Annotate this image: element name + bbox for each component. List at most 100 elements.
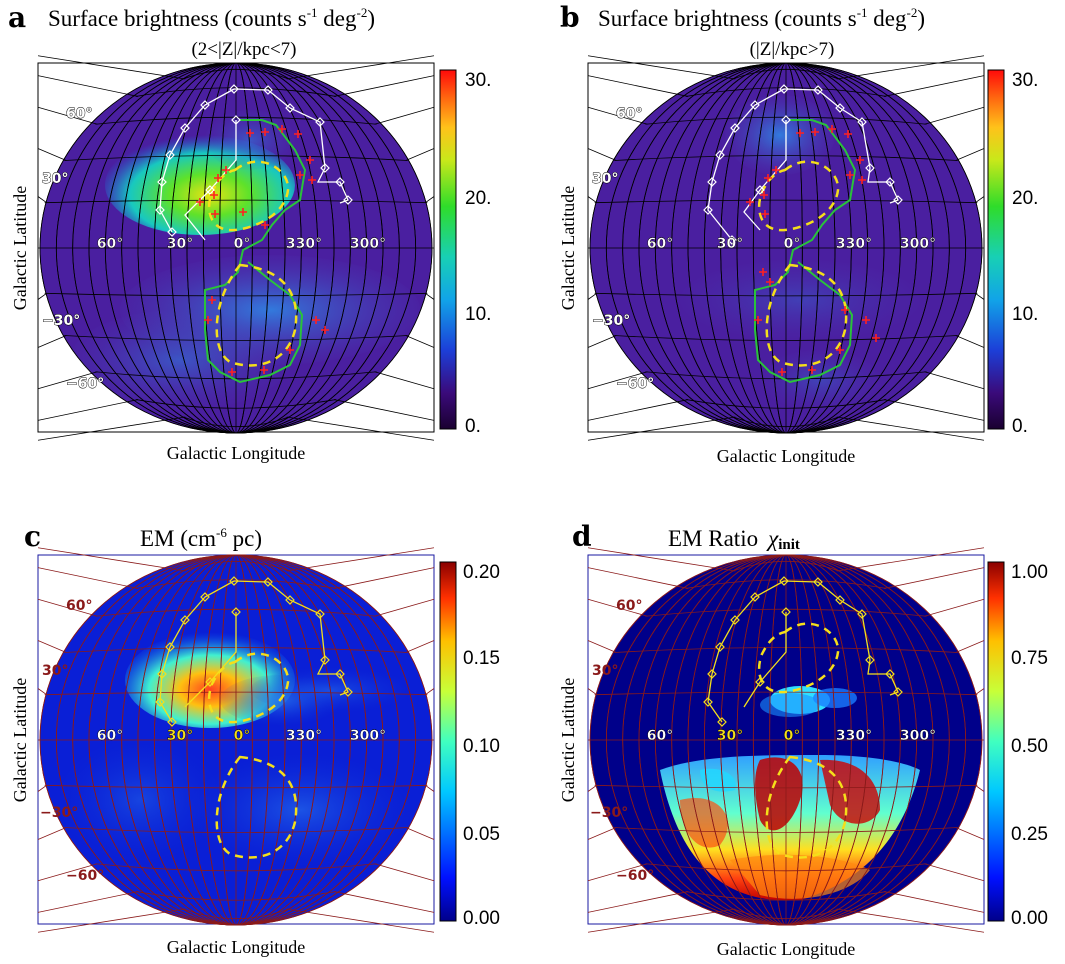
diamond-marker bbox=[813, 577, 823, 587]
colorbar-tick-label: 0.75 bbox=[1011, 648, 1048, 669]
diamond-marker bbox=[165, 642, 175, 652]
grid-wing bbox=[924, 863, 985, 882]
grid-wing bbox=[955, 640, 985, 653]
parallel bbox=[44, 691, 428, 696]
parallel bbox=[594, 292, 978, 297]
grid-wing bbox=[425, 196, 435, 204]
grid-wing bbox=[587, 106, 648, 125]
grid-wing bbox=[587, 416, 736, 441]
grid-wing bbox=[37, 196, 47, 204]
lon-tick-label: 0° bbox=[234, 728, 251, 744]
diamond-marker bbox=[157, 177, 167, 187]
panel-a-letter: a bbox=[8, 1, 26, 34]
diamond-marker bbox=[320, 163, 330, 173]
diamond-marker bbox=[205, 677, 215, 687]
lon-tick-label: 330° bbox=[836, 728, 872, 744]
grid-wing bbox=[425, 784, 435, 792]
lon-tick-label: 60° bbox=[97, 236, 123, 252]
panel-c-title: EM (cm-6 pc) bbox=[140, 525, 262, 551]
colorbar-tick-label: 0.00 bbox=[1011, 908, 1048, 929]
lat-tick-label: −60° bbox=[66, 868, 104, 884]
panel-c-grid bbox=[37, 547, 435, 933]
diamond-marker bbox=[750, 100, 760, 110]
plus-marker bbox=[261, 128, 269, 136]
grid-wing bbox=[37, 688, 47, 696]
diamond-marker bbox=[180, 123, 190, 133]
grid-wing bbox=[286, 416, 435, 441]
diamond-marker bbox=[865, 655, 875, 665]
grid-wing bbox=[37, 863, 98, 882]
diamond-marker bbox=[343, 687, 353, 697]
diamond-marker bbox=[730, 615, 740, 625]
grid-wing bbox=[587, 908, 736, 933]
plus-marker bbox=[828, 125, 836, 133]
grid-wing bbox=[425, 688, 435, 696]
lat-tick-label: −60° bbox=[616, 376, 654, 392]
grid-wing bbox=[587, 598, 648, 617]
panel-b-letter: b bbox=[560, 1, 580, 34]
lat-tick-label: 30° bbox=[592, 663, 618, 679]
plus-marker bbox=[312, 316, 320, 324]
grid-wing bbox=[37, 371, 98, 390]
grid-wing bbox=[587, 688, 597, 696]
lon-tick-label: 300° bbox=[900, 728, 936, 744]
panel-a: a Surface brightness (counts s-1 deg-2) … bbox=[8, 1, 491, 463]
diamond-marker bbox=[155, 205, 165, 215]
grid-wing bbox=[37, 891, 139, 913]
diamond-marker bbox=[893, 687, 903, 697]
lat-tick-label: −30° bbox=[592, 313, 630, 329]
panel-a-grid bbox=[37, 55, 435, 441]
grid-wing bbox=[37, 75, 139, 97]
panel-d-title: EM Ratio χinit bbox=[668, 526, 800, 553]
plus-marker bbox=[211, 210, 219, 218]
lon-tick-label: 0° bbox=[784, 236, 801, 252]
panel-b-colorbar-ticks: 30. 20. 10. 0. bbox=[1012, 70, 1038, 437]
plus-marker bbox=[196, 198, 204, 206]
panel-a-colorbar bbox=[439, 69, 457, 430]
diamond-marker bbox=[200, 592, 210, 602]
grid-wing bbox=[333, 75, 435, 97]
grid-wing bbox=[37, 784, 47, 792]
panel-a-colorbar-ticks: 30. 20. 10. 0. bbox=[465, 70, 491, 437]
panel-c-lon-labels: 60° 30° 0° 330° 300° bbox=[97, 728, 387, 744]
plus-marker bbox=[862, 316, 870, 324]
grid-wing bbox=[587, 399, 689, 421]
panel-b-xlabel: Galactic Longitude bbox=[717, 446, 855, 466]
plus-marker bbox=[228, 368, 236, 376]
diamond-marker bbox=[779, 84, 789, 94]
plus-marker bbox=[294, 130, 302, 138]
plus-marker bbox=[204, 316, 212, 324]
grid-wing bbox=[924, 371, 985, 390]
grid-wing bbox=[587, 335, 617, 348]
panel-a-ylabel: Galactic Latitude bbox=[10, 186, 30, 310]
plus-marker bbox=[846, 171, 854, 179]
grid-wing bbox=[37, 547, 186, 572]
diamond-marker bbox=[200, 100, 210, 110]
plus-marker bbox=[836, 346, 844, 354]
lat-tick-label: −30° bbox=[42, 313, 80, 329]
parallel bbox=[135, 399, 337, 409]
panel-b-colorbar bbox=[987, 69, 1005, 430]
lat-tick-label: 60° bbox=[66, 106, 92, 122]
grid-wing bbox=[836, 908, 985, 933]
parallel bbox=[733, 908, 839, 920]
lon-tick-label: 30° bbox=[717, 236, 743, 252]
parallel bbox=[645, 371, 927, 380]
panel-d: d EM Ratio χinit 60° 30° bbox=[558, 520, 1048, 959]
lat-tick-label: −30° bbox=[590, 805, 628, 821]
panel-d-overlays bbox=[707, 580, 899, 859]
grid-wing bbox=[37, 148, 67, 161]
plus-marker bbox=[796, 129, 804, 137]
grid-wing bbox=[37, 335, 67, 348]
panel-c-ylabel: Galactic Latitude bbox=[10, 678, 30, 802]
diamond-marker bbox=[730, 123, 740, 133]
grid-wing bbox=[836, 416, 985, 441]
lon-tick-label: 0° bbox=[234, 236, 251, 252]
panel-b-lon-labels: 60° 30° 0° 330° 300° bbox=[647, 236, 937, 252]
lat-tick-label: 60° bbox=[616, 106, 642, 122]
grid-wing bbox=[286, 908, 435, 933]
grid-wing bbox=[975, 292, 985, 300]
parallel bbox=[594, 199, 978, 204]
panel-b-subtitle: (|Z|/kpc>7) bbox=[750, 39, 835, 60]
